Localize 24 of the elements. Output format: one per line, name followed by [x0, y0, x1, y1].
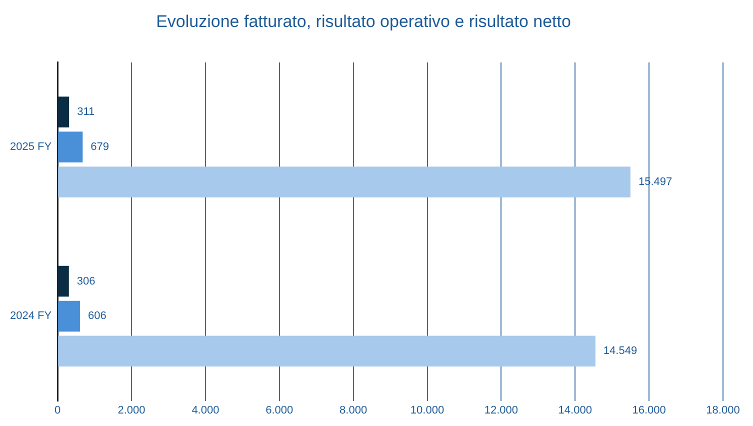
- data-label: 306: [76, 275, 96, 288]
- y-tick-label: 2024 FY: [10, 310, 52, 322]
- x-tick-label: 2.000: [118, 404, 146, 416]
- x-tick-label: 0: [54, 404, 61, 416]
- bar: [58, 300, 80, 332]
- x-tick-label: 18.000: [706, 404, 740, 416]
- bar: [58, 96, 70, 128]
- data-label: 311: [77, 106, 95, 118]
- x-tick-label: 14.000: [558, 404, 592, 416]
- bar: [58, 266, 69, 297]
- x-tick-label: 8.000: [340, 404, 368, 416]
- bar: [58, 166, 630, 198]
- bar: [58, 132, 83, 162]
- data-label: 14.549: [603, 345, 638, 358]
- x-tick-label: 16.000: [632, 404, 666, 416]
- x-tick-label: 10.000: [410, 404, 444, 416]
- x-tick-label: 6.000: [266, 404, 294, 416]
- y-tick-label: 2025 FY: [10, 141, 52, 154]
- chart-title: Evoluzione fatturato, risultato operativo e risultato netto: [156, 12, 571, 31]
- x-tick-label: 4.000: [192, 404, 220, 416]
- data-label: 679: [90, 141, 110, 154]
- bar: [58, 336, 596, 367]
- x-tick-label: 12.000: [484, 404, 518, 416]
- data-label: 606: [88, 310, 106, 322]
